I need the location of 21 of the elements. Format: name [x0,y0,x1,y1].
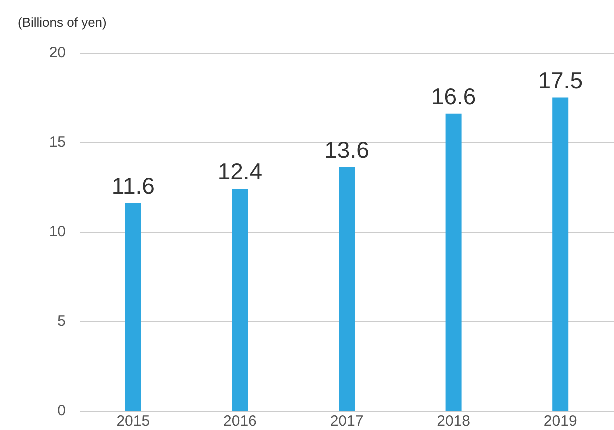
x-tick-label: 2017 [330,413,364,430]
y-tick-label: 20 [49,44,66,62]
bar [339,168,355,411]
data-label: 17.5 [538,67,583,94]
data-label: 16.6 [431,83,476,110]
data-label: 11.6 [112,172,155,199]
x-tick-label: 2019 [544,413,578,430]
y-tick-label: 15 [49,134,66,151]
data-label: 12.4 [218,158,263,185]
y-axis-title: (Billions of yen) [18,15,107,30]
x-tick-label: 2016 [224,413,257,430]
x-tick-label: 2018 [437,413,470,430]
y-tick-label: 10 [49,224,66,240]
bar [446,114,462,411]
y-tick-label: 5 [58,313,66,330]
bar [125,203,142,411]
x-tick-label: 2015 [116,413,150,430]
bar [232,189,248,411]
y-tick-label: 0 [58,402,66,420]
data-label: 13.6 [324,137,370,164]
bar [552,98,569,411]
